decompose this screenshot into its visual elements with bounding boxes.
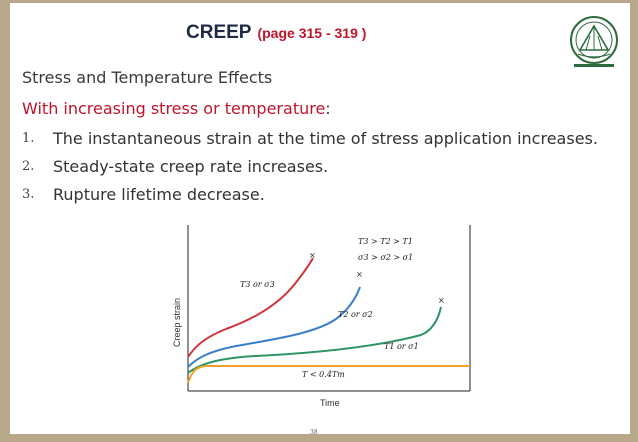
page-number: 38 <box>310 429 318 436</box>
annotation-low-temp: T < 0.4Tm <box>302 370 345 379</box>
effects-list: 1. The instantaneous strain at the time o… <box>22 128 622 212</box>
creep-curve-t2 <box>187 286 361 368</box>
series-label-t1: T1 or σ1 <box>384 342 419 351</box>
y-axis-label: Creep strain <box>172 298 182 347</box>
section-subtitle: Stress and Temperature Effects <box>22 68 273 87</box>
rupture-marker-t3: × <box>309 251 316 260</box>
rupture-marker-t2: × <box>356 270 363 279</box>
list-item: 3. Rupture lifetime decrease. <box>22 184 622 206</box>
creep-curve-t1 <box>187 306 442 374</box>
list-item-number: 3. <box>22 187 35 202</box>
annotation-stress-order: σ3 > σ2 > σ1 <box>358 253 413 262</box>
rupture-marker-t1: × <box>438 296 445 305</box>
series-label-t2: T2 or σ2 <box>338 310 373 319</box>
lead-text-body: With increasing stress or temperature <box>22 99 326 118</box>
list-item-number: 2. <box>22 159 35 174</box>
annotation-temp-order: T3 > T2 > T1 <box>358 237 413 246</box>
slide-border-left <box>0 0 10 442</box>
x-axis-label: Time <box>320 398 340 408</box>
lead-text: With increasing stress or temperature: <box>22 99 331 118</box>
creep-curve-t3 <box>187 257 314 358</box>
slide-border-right <box>630 0 638 442</box>
list-item-number: 1. <box>22 131 35 146</box>
title-main: CREEP <box>186 22 252 43</box>
university-seal-icon <box>570 16 618 67</box>
slide-border-top <box>0 0 638 3</box>
slide-title: CREEP (page 315 - 319 ) <box>186 22 366 44</box>
creep-curve-chart: × × × T3 > T2 > T1 σ3 > σ2 > σ1 T3 or σ3… <box>172 225 471 408</box>
series-label-t3: T3 or σ3 <box>240 280 275 289</box>
slide-border-bottom <box>0 434 638 442</box>
title-pages: (page 315 - 319 ) <box>257 25 367 41</box>
list-item: 1. The instantaneous strain at the time o… <box>22 128 622 150</box>
lead-colon: : <box>325 99 331 118</box>
list-item: 2. Steady-state creep rate increases. <box>22 156 622 178</box>
list-item-text: The instantaneous strain at the time of … <box>53 129 598 148</box>
creep-curve-low-temp <box>187 365 470 384</box>
list-item-text: Rupture lifetime decrease. <box>53 185 265 204</box>
list-item-text: Steady-state creep rate increases. <box>53 157 329 176</box>
